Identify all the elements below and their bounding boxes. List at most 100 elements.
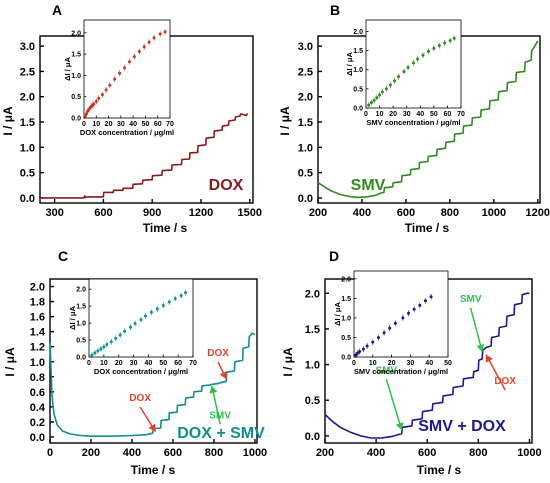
panel-b-trace-line — [317, 40, 539, 199]
panel-b-inset-ytick-label: 0.0 — [353, 106, 363, 113]
panel-d-inset-xtick-label: 20 — [388, 360, 396, 367]
panel-d-inset-point — [382, 331, 386, 335]
panel-b-inset-xtick-label: 30 — [403, 111, 411, 118]
panel-a-ytick-label: 1.0 — [20, 142, 35, 154]
panel-c-xtick-label: 1000 — [243, 447, 267, 459]
panel-a-inset-point — [104, 88, 108, 92]
panel-b-ytick-label: 0.0 — [298, 193, 313, 205]
panel-b-xtick-label: 1000 — [482, 207, 506, 219]
panel-c-trace-line — [49, 332, 256, 438]
panel-a-inset-xtick-label: 60 — [154, 121, 162, 128]
panel-a-inset-point — [123, 66, 127, 70]
panel-c-inset-point — [105, 342, 109, 346]
panel-d-annotation-label: SMV — [460, 294, 482, 305]
panel-d-inset-ytick-label: 1.0 — [341, 315, 351, 322]
panel-c-ytick-label: 1.6 — [30, 312, 45, 324]
panel-c-inset-x-axis-label: DOX concentration / μg/ml — [94, 367, 188, 376]
panel-c-inset-point — [114, 336, 118, 340]
panel-c-inset-point — [133, 321, 137, 325]
panel-b-inset-point — [378, 93, 382, 97]
panel-b-y-axis-label: I / μA — [278, 106, 292, 136]
panel-c-ytick-label: 0.0 — [30, 432, 45, 444]
panel-c-ytick-label: 1.4 — [30, 327, 46, 339]
panel-d-inset-x-axis-label: SMV concentration / μg/ml — [354, 367, 448, 376]
panel-b-inset-point — [388, 83, 392, 87]
panel-d-ytick-label: 0.5 — [305, 395, 320, 407]
panel-d-trace-line — [324, 292, 530, 439]
panel-c-y-axis-label: I / μA — [3, 347, 17, 377]
panel-b-inset-point — [367, 103, 371, 107]
panel-a-ytick-label: 2.5 — [20, 66, 35, 78]
panel-c: 0 200 400 600 800 10000.00.20.40.60.81.01.21.… — [3, 248, 267, 477]
panel-c-inset-xtick-label: 60 — [174, 360, 182, 367]
panel-c-inset-point — [139, 318, 143, 322]
panel-b-inset-point — [372, 98, 376, 102]
panel-a-inset-point — [108, 83, 112, 87]
panel-a-xtick-label: 600 — [94, 207, 112, 219]
panel-a-inset-point — [118, 71, 122, 75]
panel-b-ytick-label: 2.5 — [298, 66, 313, 78]
panel-c-inset-y-axis-label: ΔI / μA — [68, 306, 77, 330]
panel-a-inset-point — [158, 32, 162, 36]
panel-b-inset-ytick-label: 2.0 — [353, 29, 363, 36]
panel-a: 300 600 900 1200 15000.00.51.01.52.02.53.0AT… — [1, 2, 262, 235]
panel-d-inset-xtick-label: 50 — [444, 360, 452, 367]
panel-d-inset-frame — [353, 270, 449, 358]
panel-b-letter: B — [330, 2, 340, 18]
panel-c-letter: C — [58, 248, 68, 264]
panel-a-inset-xtick-label: 10 — [92, 121, 100, 128]
panel-c-inset-point — [123, 329, 127, 333]
panel-a-inset-ytick-label: 1.0 — [71, 73, 81, 80]
panel-b-inset-xtick-label: 20 — [389, 111, 397, 118]
panel-a-inset-point — [152, 36, 156, 40]
panel-b-ytick-label: 1.5 — [298, 117, 313, 129]
panel-b-ytick-label: 2.0 — [298, 92, 313, 104]
panel-d-ytick-label: 2.0 — [305, 288, 320, 300]
panel-d-annotation-arrowhead — [476, 343, 485, 352]
panel-a-inset-point — [94, 99, 98, 103]
panel-d-inset-xtick-label: 0 — [352, 360, 356, 367]
panel-d-xtick-label: 200 — [316, 447, 334, 459]
panel-a-inset-point — [100, 93, 104, 97]
panel-d-inset-point — [371, 340, 375, 344]
panel-b-inset-point — [380, 90, 384, 94]
panel-a-inset-point — [132, 55, 136, 59]
panel-b-inset-point — [397, 75, 401, 79]
panel-b-inset-point — [412, 61, 415, 65]
panel-d-inset-ytick-label: 2.0 — [341, 276, 351, 283]
panel-c-annotation-arrowhead — [209, 385, 218, 394]
panel-c-ytick-label: 0.6 — [30, 387, 45, 399]
panel-d-ytick-label: 1.0 — [305, 360, 320, 372]
panel-c-ytick-label: 0.2 — [30, 417, 45, 429]
panel-a-trace-line — [40, 113, 249, 199]
panel-a-inset-point — [147, 40, 151, 44]
panel-d-ytick-label: 1.5 — [305, 324, 320, 336]
panel-a-xtick-label: 900 — [143, 207, 161, 219]
panel-a-inset-ytick-label: 0.0 — [71, 116, 81, 123]
panel-c-ytick-label: 0.4 — [30, 402, 46, 414]
panel-c-inset-point — [149, 310, 153, 314]
panel-c-inset-point — [167, 300, 171, 304]
panel-a-inset-xtick-label: 0 — [82, 121, 86, 128]
panel-c-inset-point — [90, 353, 94, 357]
panel-d-annotation-arrowhead — [485, 354, 493, 363]
panel-b-inset-point — [375, 96, 379, 100]
panel-a-x-axis-label: Time / s — [143, 221, 188, 235]
panel-d-inset-xtick-label: 40 — [425, 360, 433, 367]
panel-c-inset-ytick-label: 0.0 — [76, 355, 86, 362]
panel-b-xtick-label: 400 — [353, 207, 371, 219]
panel-b-inset-point — [393, 79, 396, 83]
panel-b-inset-point — [452, 36, 456, 40]
panel-d-inset-point — [418, 303, 422, 307]
panel-c-inset-ytick-label: 0.5 — [76, 338, 86, 345]
panel-d-x-axis-label: Time / s — [417, 463, 462, 477]
panel-b-ytick-label: 0.5 — [298, 168, 313, 180]
panel-d-inset-y-axis-label: ΔI / μA — [333, 302, 342, 326]
panel-b-inset-y-axis-label: ΔI / μA — [345, 52, 354, 76]
panel-b-inset-point — [448, 39, 452, 43]
panel-c-x-axis-label: Time / s — [131, 463, 176, 477]
panel-b-inset-point — [384, 87, 388, 91]
panel-a-letter: A — [52, 2, 62, 18]
